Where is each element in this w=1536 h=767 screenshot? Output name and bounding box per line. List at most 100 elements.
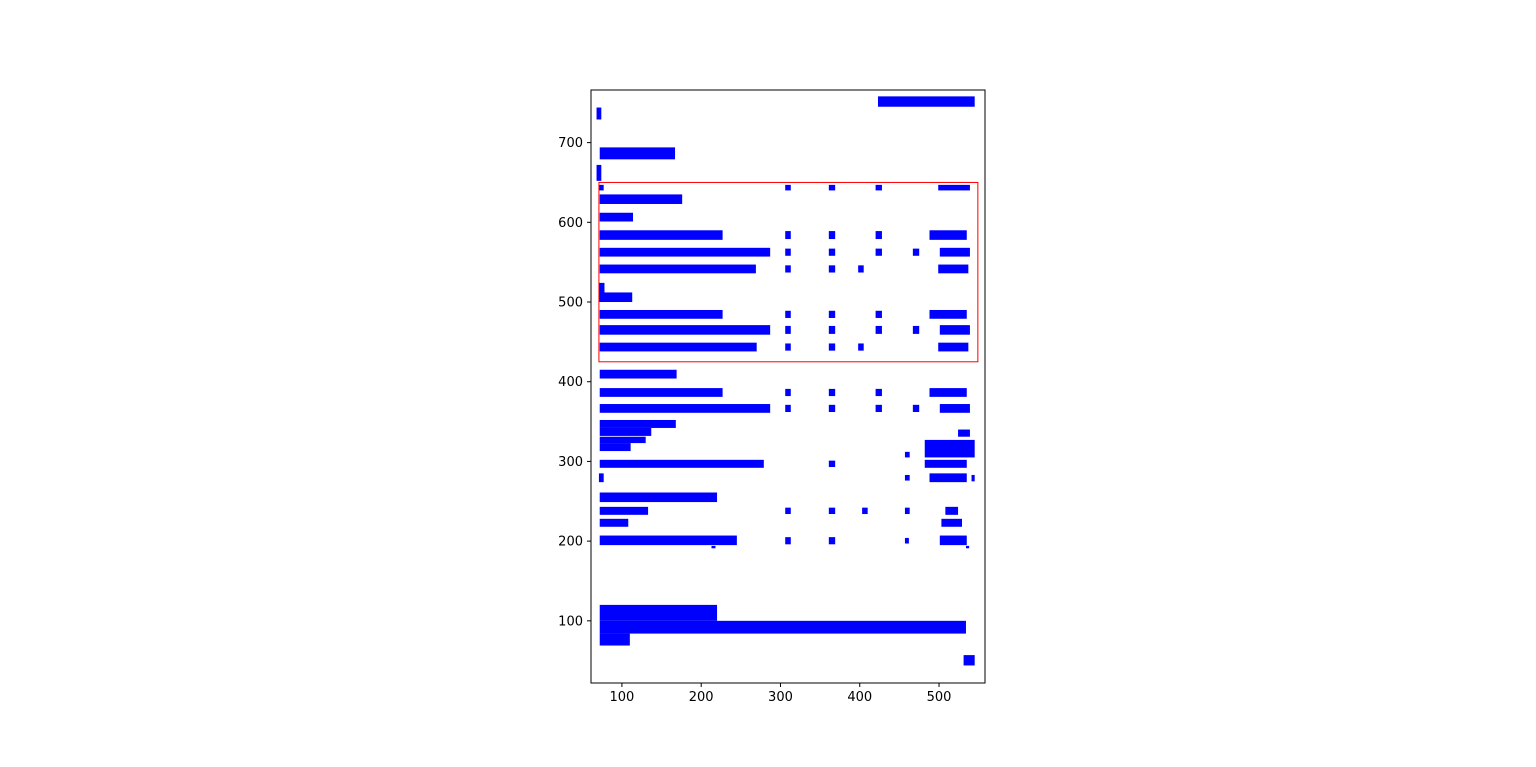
bar-rect <box>875 184 882 191</box>
bar-rect <box>828 537 836 545</box>
bar-rect <box>904 537 909 544</box>
bar-rect <box>785 310 791 318</box>
bar-rect <box>599 194 683 204</box>
bar-rect <box>924 459 967 468</box>
bar-rect <box>599 604 718 621</box>
bar-rect <box>938 184 970 191</box>
x-tick-label: 100 <box>610 690 635 705</box>
bar-rect <box>875 404 882 413</box>
bar-rect <box>596 164 602 181</box>
axes-background <box>591 90 985 683</box>
bar-rect <box>828 325 836 334</box>
bar-rect <box>877 96 975 107</box>
bar-rect <box>963 655 975 666</box>
bar-rect <box>785 265 791 273</box>
bar-rect <box>598 184 604 191</box>
y-tick-label: 300 <box>558 455 583 470</box>
bar-rect <box>599 369 677 379</box>
bar-rect <box>929 309 967 319</box>
bar-rect <box>785 537 791 545</box>
bar-rect <box>828 265 836 273</box>
bar-rect <box>599 443 631 452</box>
bar-rect <box>939 535 967 546</box>
bar-rect <box>924 439 975 458</box>
bar-rect <box>912 325 920 334</box>
bar-rect <box>599 506 649 515</box>
bar-rect <box>599 427 652 436</box>
bar-rect <box>828 460 836 468</box>
bar-rect <box>929 388 967 397</box>
bar-rect <box>828 507 836 515</box>
bar-rect <box>599 518 629 527</box>
bar-rect <box>599 633 630 646</box>
x-tick-label: 500 <box>927 690 952 705</box>
x-tick-label: 200 <box>689 690 714 705</box>
bar-rect <box>598 473 604 483</box>
bar-rect <box>785 231 791 240</box>
bar-rect <box>965 545 970 549</box>
bar-rect <box>875 388 882 397</box>
bar-rect <box>858 265 864 273</box>
axes-frame <box>590 89 986 684</box>
bar-rect <box>599 342 757 352</box>
bar-rect <box>785 507 791 515</box>
bar-rect <box>875 310 882 318</box>
bar-rect <box>828 343 836 351</box>
bar-rect <box>599 459 764 468</box>
y-tick-label: 100 <box>558 614 583 629</box>
bar-rect <box>858 343 864 351</box>
x-tick-label: 400 <box>847 690 872 705</box>
bar-rect <box>599 230 723 240</box>
bar-rect <box>785 248 791 256</box>
bar-rect <box>929 473 967 483</box>
x-tick-label: 300 <box>768 690 793 705</box>
bar-rect <box>875 231 882 240</box>
y-tick-label: 400 <box>558 375 583 390</box>
y-tick-label: 200 <box>558 535 583 550</box>
bar-rect <box>828 184 836 191</box>
bar-rect <box>912 248 920 256</box>
bar-rect <box>938 264 969 274</box>
bar-rect <box>599 388 723 397</box>
bar-rect <box>828 248 836 256</box>
bar-rect <box>599 436 646 444</box>
bar-rect <box>785 404 791 413</box>
bar-rect <box>875 248 882 256</box>
bar-rect <box>785 325 791 334</box>
bar-rect <box>599 404 771 413</box>
bar-rect <box>828 310 836 318</box>
y-tick-label: 700 <box>558 136 583 151</box>
bar-rect <box>599 264 756 274</box>
bar-rect <box>929 230 967 240</box>
bar-rect <box>599 247 771 257</box>
bar-rect <box>945 506 959 515</box>
bar-rect <box>938 342 969 352</box>
bar-rect <box>785 343 791 351</box>
bar-rect <box>599 325 771 335</box>
bar-rect <box>785 184 791 191</box>
bar-rect <box>904 507 910 515</box>
bar-rect <box>939 325 970 335</box>
bar-rect <box>958 429 970 437</box>
bar-rect <box>828 404 836 413</box>
bar-rect <box>599 535 737 546</box>
bar-rect <box>904 451 910 458</box>
bar-rect <box>862 507 868 515</box>
bar-rect <box>904 474 910 481</box>
highlight-rect <box>598 181 979 363</box>
bar-rect <box>939 247 970 257</box>
bar-rect <box>599 147 676 160</box>
bar-rect <box>971 474 975 482</box>
bar-rect <box>596 107 602 120</box>
bar-rect <box>599 212 634 222</box>
bar-rect <box>785 388 791 397</box>
bar-rect <box>939 404 970 413</box>
bar-rect <box>599 620 966 634</box>
y-tick-label: 600 <box>558 216 583 231</box>
bar-rect <box>599 292 633 303</box>
bar-rect <box>941 518 963 527</box>
bar-rect <box>599 492 718 503</box>
bar-rect <box>912 404 920 413</box>
